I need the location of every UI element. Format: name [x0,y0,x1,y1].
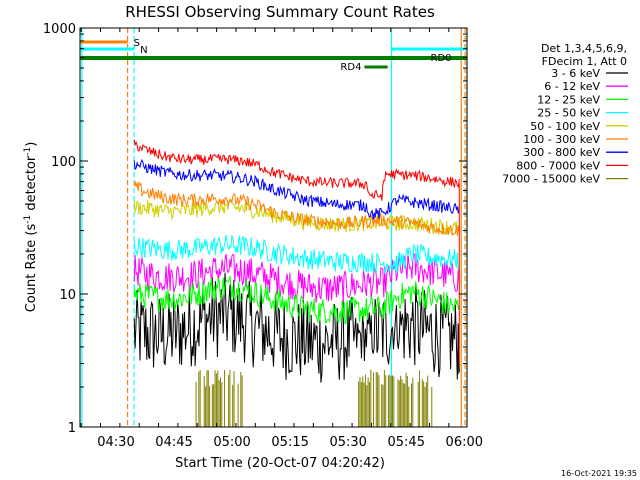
series-line [133,198,460,237]
y-tick-label: 10 [59,288,76,303]
y-label-text: Count Rate (s [24,224,39,313]
legend-label: 25 - 50 keV [537,107,600,120]
y-tick-label: 100 [51,155,76,170]
x-tick-label: 05:15 [271,435,308,450]
flag-bars: SN RD0 RD4 [80,38,467,73]
x-axis: 04:30 04:45 05:00 05:15 05:30 05:45 06:00 [80,28,483,450]
series-line [133,158,460,220]
legend-label: 800 - 7000 keV [516,159,600,172]
x-axis-label: Start Time (20-Oct-07 04:20:42) [175,456,385,471]
y-axis: 1 10 100 1000 [43,22,467,436]
legend-label: 7000 - 15000 keV [502,173,600,186]
legend-label: 50 - 100 keV [530,120,600,133]
legend-header: Det 1,3,4,5,6,9, [541,42,627,55]
plot-frame [79,27,468,428]
series-line [133,234,460,274]
x-tick-label: 04:45 [155,435,192,450]
footer-timestamp: 16-Oct-2021 19:35 [561,469,637,478]
x-tick-label: 05:45 [388,435,425,450]
legend: Det 1,3,4,5,6,9,FDecim 1, Att 03 - 6 keV… [502,42,628,186]
x-tick-label: 06:00 [446,435,483,450]
spike-series [195,369,433,427]
legend-label: 6 - 12 keV [544,80,600,93]
flag-label: RD4 [340,62,361,73]
legend-label: 100 - 300 keV [523,133,600,146]
flag-label: RD0 [431,53,452,64]
series-line [133,139,460,201]
y-label-superscript: -1 [23,147,33,156]
series-line [133,276,460,325]
flag-label: S [134,38,140,49]
x-tick-label: 05:30 [329,435,366,450]
x-tick-label: 05:00 [213,435,250,450]
y-axis-label: Count Rate (s-1 detector-1) [23,142,39,313]
y-label-superscript: -1 [23,215,33,224]
y-tick-label: 1000 [43,22,76,37]
legend-label: 3 - 6 keV [551,67,600,80]
flag-label: N [140,45,147,56]
chart-title: RHESSI Observing Summary Count Rates [125,3,435,21]
y-label-text: ) [24,142,39,147]
legend-header: FDecim 1, Att 0 [542,55,627,68]
series-lines [133,139,460,383]
series-line [133,180,460,236]
y-label-text: detector [24,155,39,215]
y-tick-label: 1 [68,421,76,436]
x-tick-label: 04:30 [97,435,134,450]
series-line [133,272,460,383]
legend-label: 12 - 25 keV [537,93,600,106]
legend-label: 300 - 800 keV [523,146,600,159]
